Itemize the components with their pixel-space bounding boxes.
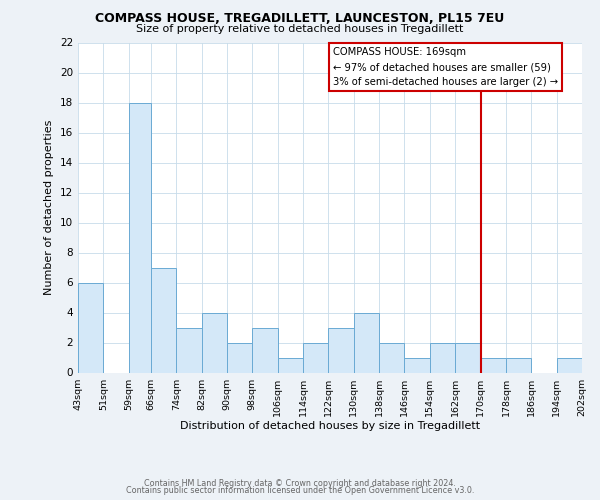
Text: COMPASS HOUSE, TREGADILLETT, LAUNCESTON, PL15 7EU: COMPASS HOUSE, TREGADILLETT, LAUNCESTON,… [95, 12, 505, 26]
Bar [176, 328, 202, 372]
Text: Contains public sector information licensed under the Open Government Licence v3: Contains public sector information licen… [126, 486, 474, 495]
Bar [151, 268, 176, 372]
Bar [557, 358, 582, 372]
Bar [303, 342, 328, 372]
Bar [129, 102, 151, 372]
Bar [430, 342, 455, 372]
Text: Size of property relative to detached houses in Tregadillett: Size of property relative to detached ho… [136, 24, 464, 34]
Bar [455, 342, 481, 372]
X-axis label: Distribution of detached houses by size in Tregadillett: Distribution of detached houses by size … [180, 422, 480, 432]
Bar [202, 312, 227, 372]
Bar [328, 328, 354, 372]
Bar [227, 342, 253, 372]
Bar [404, 358, 430, 372]
Bar [506, 358, 531, 372]
Bar [379, 342, 404, 372]
Bar [253, 328, 278, 372]
Bar [354, 312, 379, 372]
Text: Contains HM Land Registry data © Crown copyright and database right 2024.: Contains HM Land Registry data © Crown c… [144, 478, 456, 488]
Bar [78, 282, 103, 372]
Y-axis label: Number of detached properties: Number of detached properties [44, 120, 55, 295]
Bar [278, 358, 303, 372]
Bar [481, 358, 506, 372]
Text: COMPASS HOUSE: 169sqm
← 97% of detached houses are smaller (59)
3% of semi-detac: COMPASS HOUSE: 169sqm ← 97% of detached … [332, 48, 557, 87]
